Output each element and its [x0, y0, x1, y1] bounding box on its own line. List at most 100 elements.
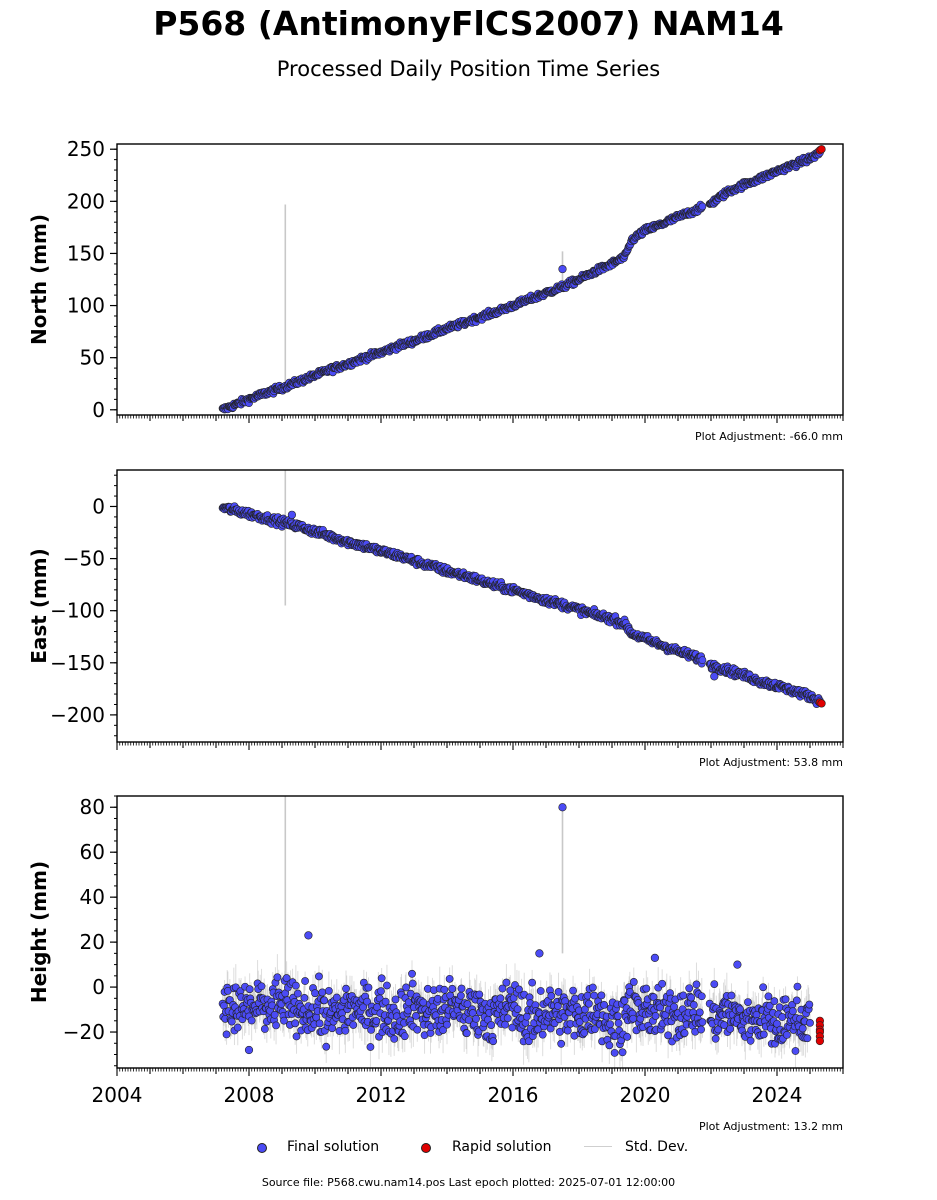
x-tick-label: 2008 [224, 1083, 275, 1107]
final-point [744, 998, 752, 1006]
final-point [528, 978, 537, 987]
final-point [620, 996, 629, 1005]
final-point [649, 993, 658, 1001]
final-point [301, 977, 309, 985]
final-point [342, 984, 350, 993]
final-point [391, 995, 400, 1004]
final-point [698, 656, 707, 665]
y-tick-label: 50 [80, 346, 105, 370]
legend-std-line [584, 1146, 612, 1147]
final-point [328, 1024, 337, 1033]
final-points-east [218, 502, 824, 708]
final-point [320, 996, 329, 1005]
final-point [227, 1017, 236, 1026]
final-point [292, 1032, 301, 1041]
final-point-outlier [710, 672, 719, 681]
final-point [260, 1025, 269, 1033]
plot-adjustment-label: Plot Adjustment: 53.8 mm [699, 756, 843, 769]
final-point [501, 1020, 509, 1029]
final-point [273, 973, 282, 982]
source-footnote: Source file: P568.cwu.nam14.pos Last epo… [261, 1176, 676, 1189]
y-tick-label: −100 [50, 599, 105, 623]
final-point [498, 984, 507, 993]
final-point [680, 1029, 689, 1037]
final-point [257, 982, 266, 991]
final-point [443, 1020, 451, 1029]
final-point [463, 1000, 472, 1008]
final-point [291, 1019, 300, 1028]
final-point [687, 993, 696, 1002]
final-point [557, 1039, 566, 1048]
final-point [711, 1034, 720, 1043]
y-axis-label: East (mm) [27, 548, 51, 664]
final-point [349, 1021, 358, 1029]
final-point [563, 1026, 572, 1035]
final-point [606, 1020, 614, 1029]
final-point [664, 1031, 672, 1040]
final-point [487, 1021, 496, 1029]
final-point [383, 981, 391, 990]
final-point-outlier [287, 510, 297, 519]
y-tick-label: 200 [67, 189, 105, 213]
final-point [538, 1030, 547, 1039]
final-point [311, 989, 319, 998]
final-point [402, 983, 410, 992]
final-point [670, 1002, 678, 1011]
final-point [806, 1019, 814, 1027]
panel-east: 0 −50 −100 −150 −200 East (mm) Plot Adjustment… [27, 469, 844, 769]
final-point [775, 1003, 784, 1012]
x-tick-label: 2016 [488, 1083, 539, 1107]
y-tick-label: 0 [92, 494, 105, 518]
final-point [585, 999, 593, 1008]
final-point [788, 1007, 797, 1016]
final-point [765, 1001, 774, 1010]
plot-adjustment-label: Plot Adjustment: 13.2 mm [699, 1120, 843, 1133]
final-point [805, 1000, 814, 1009]
final-point [282, 974, 291, 982]
y-axis-label: North (mm) [27, 214, 51, 345]
final-point [315, 972, 323, 981]
final-point [583, 991, 592, 1000]
final-point [605, 1041, 614, 1050]
legend-rapid-label: Rapid solution [452, 1139, 552, 1155]
x-tick-label: 2024 [752, 1083, 803, 1107]
final-point [714, 1025, 723, 1034]
final-point [727, 991, 736, 1000]
final-point [439, 1026, 447, 1034]
rapid-points-east [815, 698, 826, 708]
final-point [692, 980, 701, 989]
y-tick-label: −150 [50, 651, 105, 675]
final-point [629, 1014, 638, 1023]
final-point [367, 1025, 375, 1034]
final-point [778, 1013, 787, 1021]
final-point [588, 983, 597, 992]
final-point [363, 997, 372, 1006]
y-tick-label: 0 [92, 975, 105, 999]
final-point [614, 1012, 622, 1020]
plot-area-east [218, 470, 826, 708]
final-point [332, 993, 341, 1002]
final-point [489, 1037, 498, 1046]
final-point-outlier [244, 1045, 254, 1055]
legend: Final solution Rapid solution Std. Dev. [0, 1136, 937, 1160]
final-point [651, 1012, 660, 1020]
chart-title: P568 (AntimonyFlCS2007) NAM14 [153, 4, 784, 43]
final-point [759, 983, 768, 992]
legend-std-label: Std. Dev. [625, 1139, 689, 1155]
final-point-outlier [558, 264, 567, 274]
final-point [280, 1016, 288, 1025]
final-point [524, 1037, 533, 1046]
final-point [698, 202, 707, 211]
final-point [642, 984, 651, 993]
final-point [720, 1021, 729, 1029]
final-point [502, 978, 511, 987]
final-point [773, 1019, 781, 1028]
final-point [364, 983, 373, 992]
final-point [798, 1024, 807, 1033]
final-point [318, 988, 327, 997]
y-tick-label: 100 [67, 294, 105, 318]
rapid-point [817, 699, 826, 708]
final-point [503, 1014, 512, 1023]
final-point [600, 1001, 608, 1009]
final-point [629, 978, 638, 986]
